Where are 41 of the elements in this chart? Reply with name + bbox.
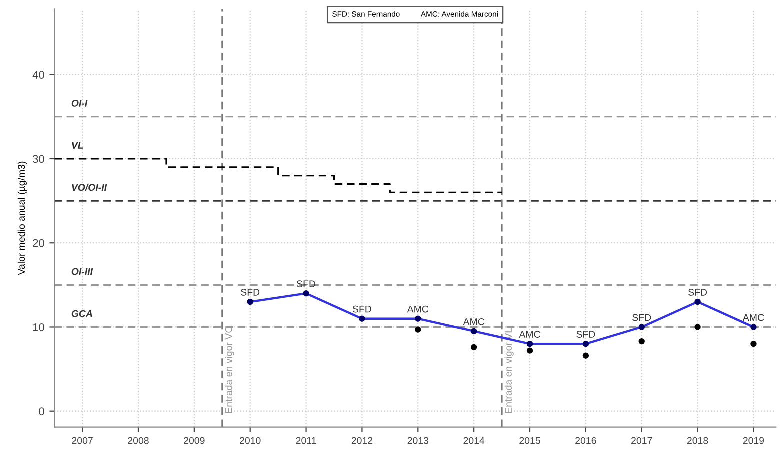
x-tick-label: 2019 [743,437,764,444]
data-label: AMC [742,314,764,322]
point [582,352,590,359]
data-label: SFD [688,289,708,296]
y-axis-title: Valor medio anual (µg/m3) [18,162,27,276]
point [694,324,701,330]
point [470,344,478,351]
x-tick-label: 2014 [464,437,485,444]
y-tick-label: 40 [32,71,44,79]
x-tick-label: 2018 [687,437,708,444]
series-label: VL [72,142,84,149]
data-label: AMC [407,306,429,313]
ref-line-label: OI-III [72,268,94,276]
point [638,338,645,345]
ref-line-label: OI-I [72,100,88,107]
point [750,340,757,348]
x-tick-label: 2010 [240,437,261,444]
data-label: SFD [352,306,372,313]
x-tick-label: 2013 [408,437,429,444]
x-tick-label: 2007 [72,437,93,444]
data-label: SFD [241,289,260,296]
data-label: AMC [519,331,540,338]
x-tick-label: 2008 [128,437,149,444]
y-tick-label: 20 [33,239,44,248]
x-tick-label: 2012 [352,437,373,444]
y-tick-label: 10 [33,324,44,332]
x-tick-label: 2011 [296,437,316,444]
x-tick-label: 2015 [520,437,540,444]
point [415,326,422,333]
x-tick-label: 2017 [632,437,652,444]
data-label: AMC [463,318,485,326]
y-tick-label: 0 [39,408,44,416]
data-label: SFD [297,280,316,288]
ref-line-label: GCA [72,310,92,318]
data-label: SFD [576,331,596,338]
y-tick-label: 30 [32,155,44,164]
data-label: SFD [632,314,652,322]
x-tick-label: 2009 [184,437,205,444]
x-tick-label: 2016 [576,437,596,444]
ref-line-label: VO/OI-II [72,184,108,192]
point [526,348,534,354]
